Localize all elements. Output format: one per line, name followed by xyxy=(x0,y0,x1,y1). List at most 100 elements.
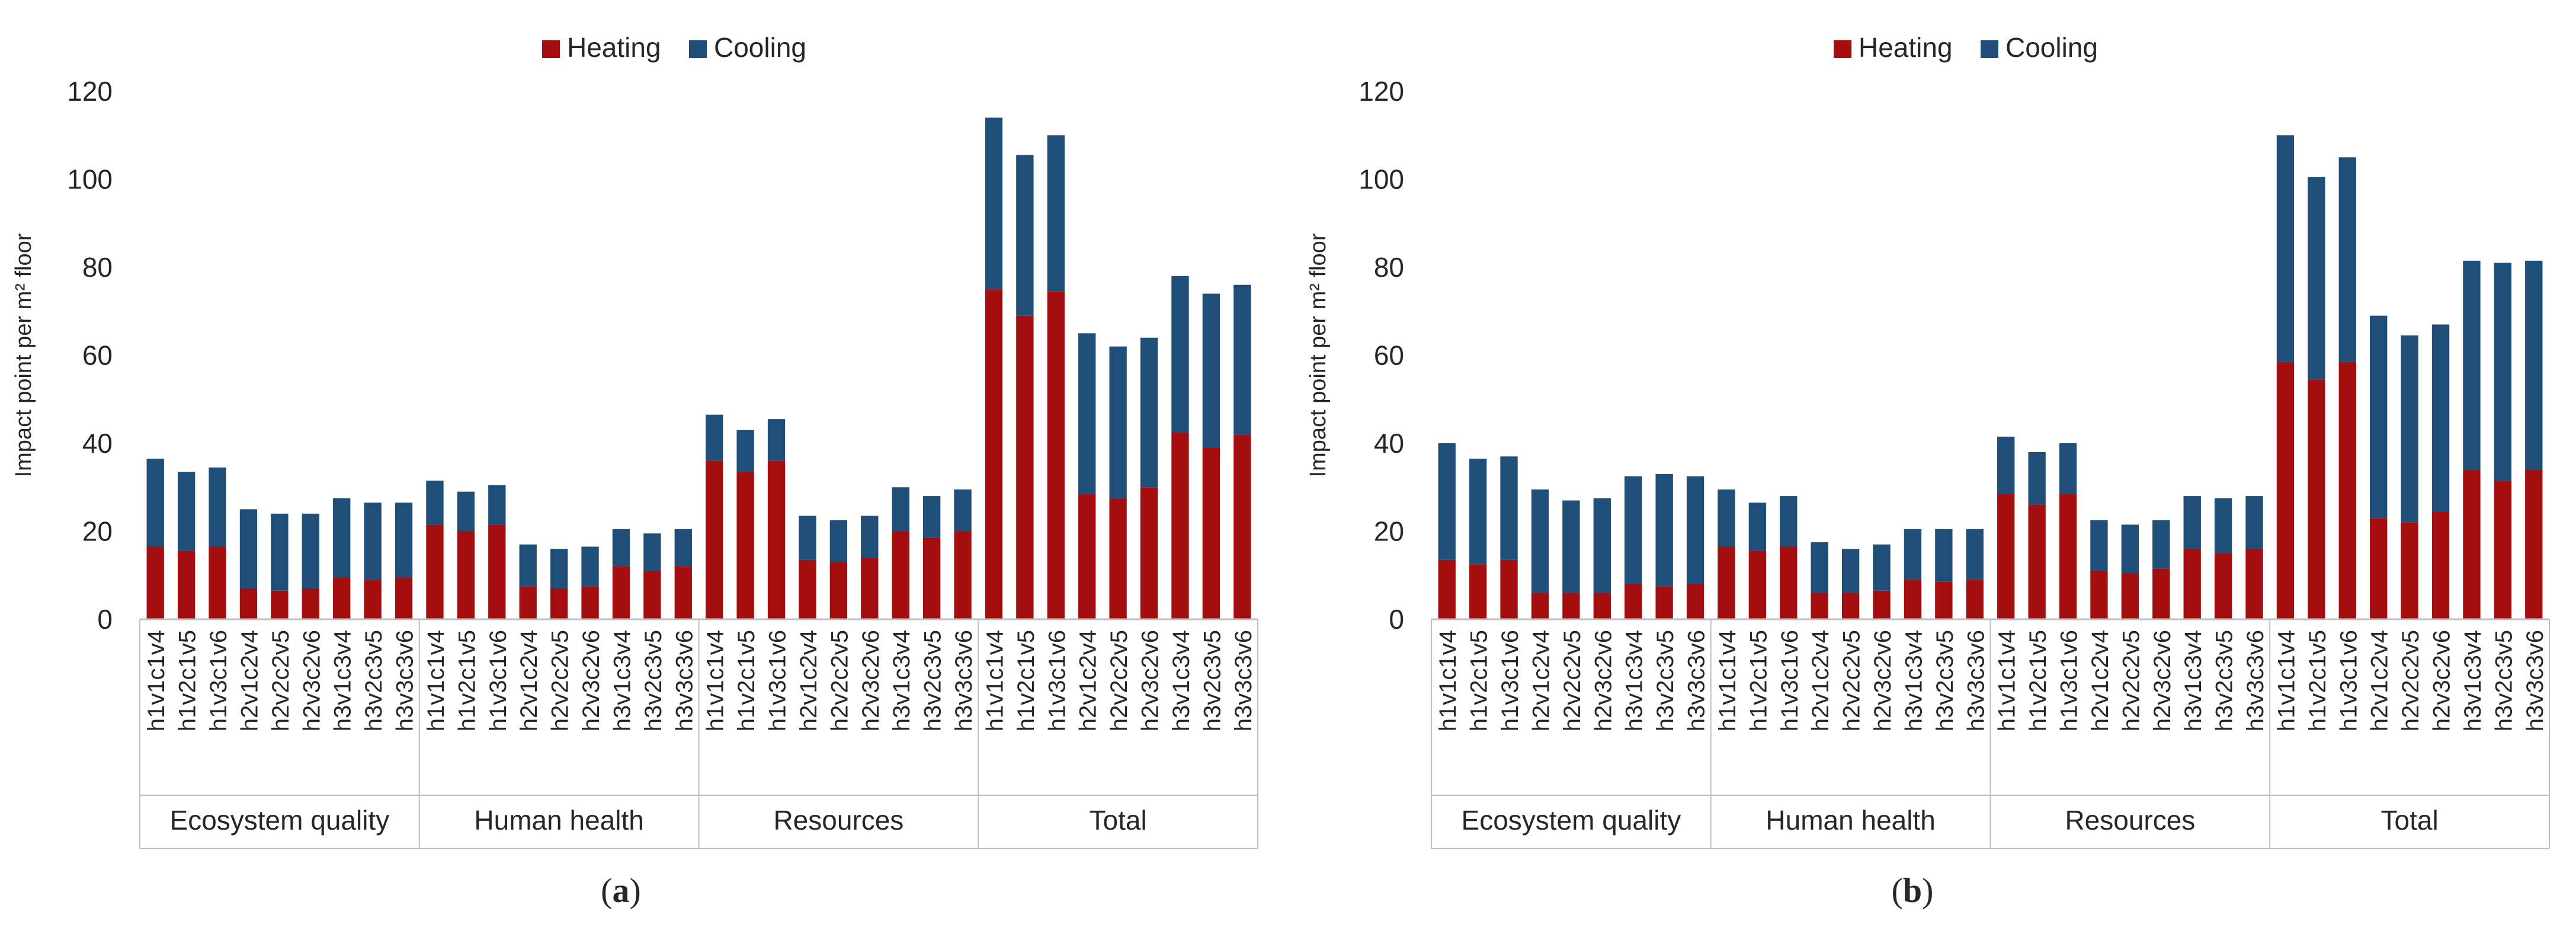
bar-cooling xyxy=(2370,315,2388,519)
bar-heating xyxy=(2370,518,2388,619)
bar-heating xyxy=(2276,361,2295,619)
bar-heating xyxy=(1655,586,1673,619)
bar-heating xyxy=(1935,581,1953,619)
x-tick-label: h2v1c2v4 xyxy=(1075,630,1101,731)
x-tick-label: h3v2c3v5 xyxy=(361,630,387,731)
bar-heating xyxy=(1718,546,1735,619)
panel-label: (a) xyxy=(601,871,641,910)
bar-cooling xyxy=(1718,489,1735,547)
bar-heating xyxy=(1171,432,1189,619)
x-tick-label: h1v2c1v5 xyxy=(733,630,760,731)
x-tick-label: h1v2c1v5 xyxy=(1466,630,1492,731)
bar-cooling xyxy=(239,509,258,589)
bar-heating xyxy=(612,566,630,619)
bar-heating xyxy=(2245,549,2263,619)
x-tick-label: h1v1c1v4 xyxy=(1994,630,2020,731)
x-tick-label: h1v2c1v5 xyxy=(1013,630,1039,731)
bar-heating xyxy=(2214,553,2232,619)
bar-heating xyxy=(2028,504,2046,619)
bar-heating xyxy=(1780,546,1798,619)
y-tick-label: 0 xyxy=(97,604,113,635)
bar-cooling xyxy=(1500,456,1518,560)
panel-label-letter: a xyxy=(613,871,630,910)
bar-cooling xyxy=(1841,549,1860,593)
bar-heating xyxy=(2183,549,2201,619)
bar-heating xyxy=(457,531,475,619)
legend-label-heating: Heating xyxy=(1859,32,1953,63)
bar-heating xyxy=(706,460,723,619)
bar-heating xyxy=(1593,593,1611,619)
group-label: Resources xyxy=(773,805,903,836)
x-tick-label: h3v1c3v4 xyxy=(1622,630,1648,731)
bar-heating xyxy=(395,577,413,619)
x-tick-label: h1v1c1v4 xyxy=(982,630,1008,731)
x-tick-label: h2v2c2v5 xyxy=(268,630,294,731)
bar-heating xyxy=(2121,573,2139,619)
bar-heating xyxy=(1904,580,1922,619)
x-tick-label: h3v2c3v5 xyxy=(2212,630,2238,731)
y-tick-label: 60 xyxy=(1374,340,1404,371)
x-tick-label: h2v2c2v5 xyxy=(2398,630,2424,731)
y-tick-label: 80 xyxy=(82,252,113,283)
x-tick-label: h1v2c1v5 xyxy=(454,630,480,731)
bar-heating xyxy=(1748,551,1767,619)
x-tick-label: h3v2c3v5 xyxy=(920,630,946,731)
bar-cooling xyxy=(302,513,319,589)
x-tick-label: h3v3c3v6 xyxy=(2242,630,2269,731)
bar-heating xyxy=(2401,522,2418,619)
bar-cooling xyxy=(1780,496,1798,547)
x-tick-label: h1v2c1v5 xyxy=(1745,630,1771,731)
bar-heating xyxy=(209,546,226,619)
x-tick-label: h1v2c1v5 xyxy=(175,630,201,731)
bar-heating xyxy=(581,586,599,619)
x-tick-label: h2v3c2v6 xyxy=(578,630,604,731)
bar-heating xyxy=(829,562,848,619)
bar-cooling xyxy=(892,487,909,532)
bar-heating xyxy=(985,289,1003,619)
bar-cooling xyxy=(1625,476,1642,584)
x-tick-label: h2v3c2v6 xyxy=(858,630,884,731)
bar-heating xyxy=(643,571,661,619)
x-tick-label: h1v3c1v6 xyxy=(2335,630,2362,731)
x-tick-label: h2v3c2v6 xyxy=(2429,630,2455,731)
bar-heating xyxy=(488,524,506,619)
bar-heating xyxy=(2525,469,2543,619)
y-axis-label: Impact point per m² floor xyxy=(11,233,36,477)
bar-heating xyxy=(2152,568,2170,619)
legend: Heating Cooling xyxy=(1834,32,2098,63)
bar-cooling xyxy=(2525,260,2543,470)
group-label: Human health xyxy=(1766,805,1935,836)
x-tick-label: h2v1c2v4 xyxy=(236,630,262,731)
bar-heating xyxy=(239,588,258,619)
x-tick-label: h2v2c2v5 xyxy=(1106,630,1132,731)
x-tick-label: h2v3c2v6 xyxy=(299,630,325,731)
bar-heating xyxy=(861,558,879,619)
bar-heating xyxy=(1997,494,2015,619)
x-tick-label: h3v3c3v6 xyxy=(392,630,418,731)
x-tick-label: h3v1c3v4 xyxy=(2180,630,2206,731)
bar-cooling xyxy=(2152,520,2170,569)
group-label: Human health xyxy=(474,805,643,836)
y-tick-label: 40 xyxy=(82,428,113,459)
bar-heating xyxy=(2431,511,2450,619)
bar-cooling xyxy=(2401,335,2418,523)
panel-label-open: ( xyxy=(1892,871,1903,910)
legend-label-cooling: Cooling xyxy=(2005,32,2098,63)
bar-heating xyxy=(2463,469,2481,619)
bar-cooling xyxy=(2183,496,2201,549)
legend-label-cooling: Cooling xyxy=(714,32,806,63)
group-label: Ecosystem quality xyxy=(1462,805,1681,836)
bar-cooling xyxy=(706,414,723,461)
bar-heating xyxy=(767,460,786,619)
bar-heating xyxy=(2494,481,2512,619)
bar-cooling xyxy=(1140,337,1158,488)
bar-heating xyxy=(1016,315,1034,619)
bar-heating xyxy=(799,559,816,619)
bar-heating xyxy=(426,524,444,619)
bar-cooling xyxy=(643,533,661,571)
bar-cooling xyxy=(2059,443,2077,494)
panel-label-letter: b xyxy=(1903,871,1922,910)
x-tick-label: h2v2c2v5 xyxy=(2118,630,2144,731)
x-tick-label: h2v1c2v4 xyxy=(1808,630,1834,731)
x-tick-label: h1v1c1v4 xyxy=(143,630,169,731)
